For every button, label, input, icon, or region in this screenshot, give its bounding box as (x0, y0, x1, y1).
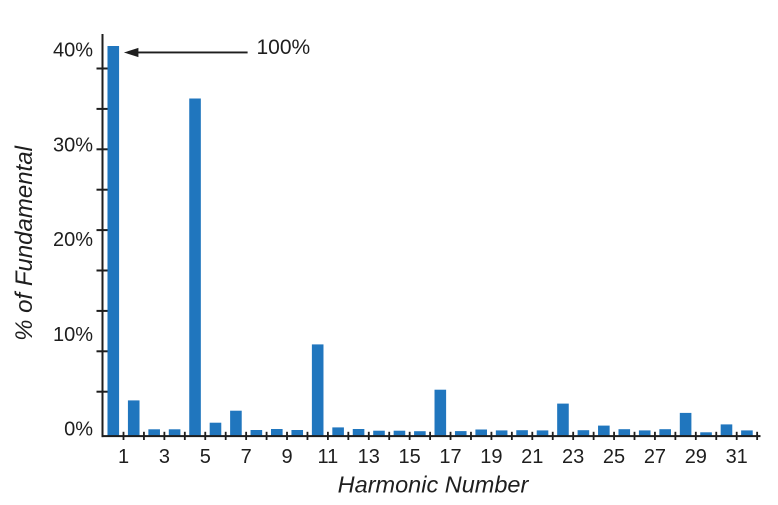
svg-text:19: 19 (480, 446, 502, 468)
svg-text:21: 21 (521, 446, 543, 468)
svg-text:17: 17 (439, 446, 461, 468)
svg-text:3: 3 (159, 446, 170, 468)
svg-text:31: 31 (726, 446, 748, 468)
svg-text:Harmonic Number: Harmonic Number (338, 472, 530, 498)
svg-text:5: 5 (200, 446, 211, 468)
svg-text:29: 29 (685, 446, 707, 468)
svg-text:40%: 40% (53, 40, 93, 62)
svg-text:% of Fundamental: % of Fundamental (11, 145, 38, 340)
svg-text:100%: 100% (257, 36, 311, 59)
svg-text:10%: 10% (53, 324, 93, 346)
svg-text:13: 13 (358, 446, 380, 468)
svg-text:27: 27 (644, 446, 666, 468)
svg-text:25: 25 (603, 446, 625, 468)
svg-text:1: 1 (118, 446, 129, 468)
svg-text:9: 9 (281, 446, 292, 468)
svg-text:30%: 30% (53, 134, 93, 156)
svg-text:15: 15 (399, 446, 421, 468)
svg-text:7: 7 (241, 446, 252, 468)
svg-text:11: 11 (318, 446, 339, 468)
svg-text:20%: 20% (53, 229, 93, 251)
svg-text:0%: 0% (64, 418, 93, 440)
svg-text:23: 23 (562, 446, 584, 468)
